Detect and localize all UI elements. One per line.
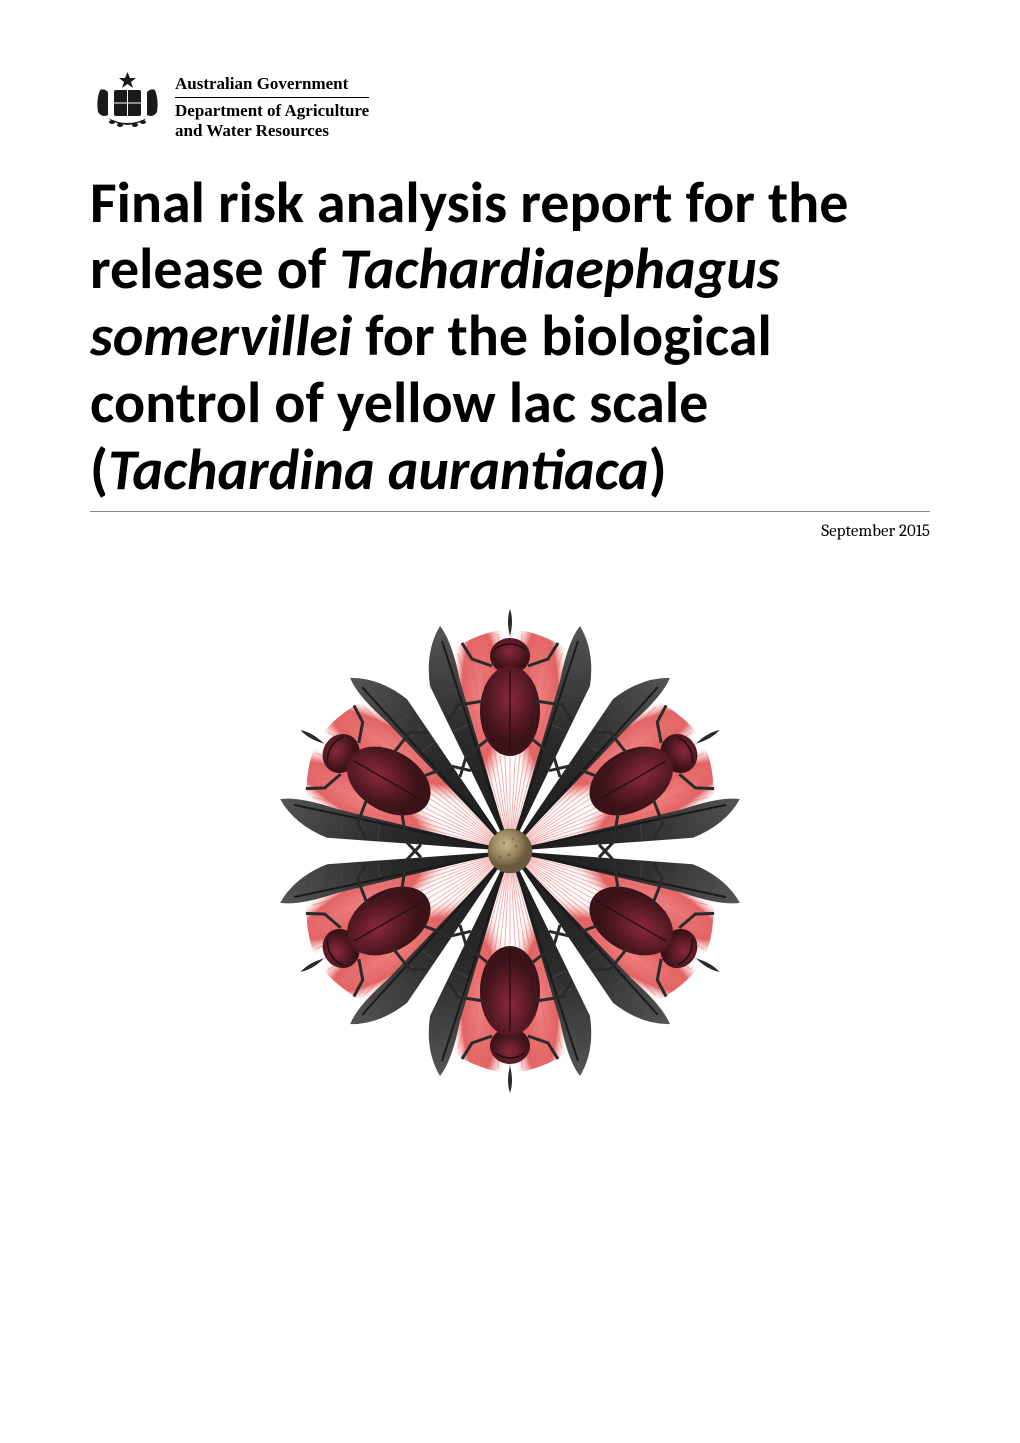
- title-block: Final risk analysis report for the relea…: [90, 170, 930, 512]
- department-line-1: Department of Agriculture: [175, 101, 369, 121]
- kaleidoscope-artwork: [230, 571, 790, 1131]
- logo-text-block: Australian Government Department of Agri…: [175, 70, 369, 142]
- coat-of-arms-icon: [90, 70, 165, 132]
- publication-date: September 2015: [90, 522, 930, 541]
- government-logo-block: Australian Government Department of Agri…: [90, 70, 930, 142]
- government-name: Australian Government: [175, 74, 369, 98]
- department-line-2: and Water Resources: [175, 121, 369, 141]
- document-title: Final risk analysis report for the relea…: [90, 170, 930, 503]
- cover-artwork-container: [90, 571, 930, 1131]
